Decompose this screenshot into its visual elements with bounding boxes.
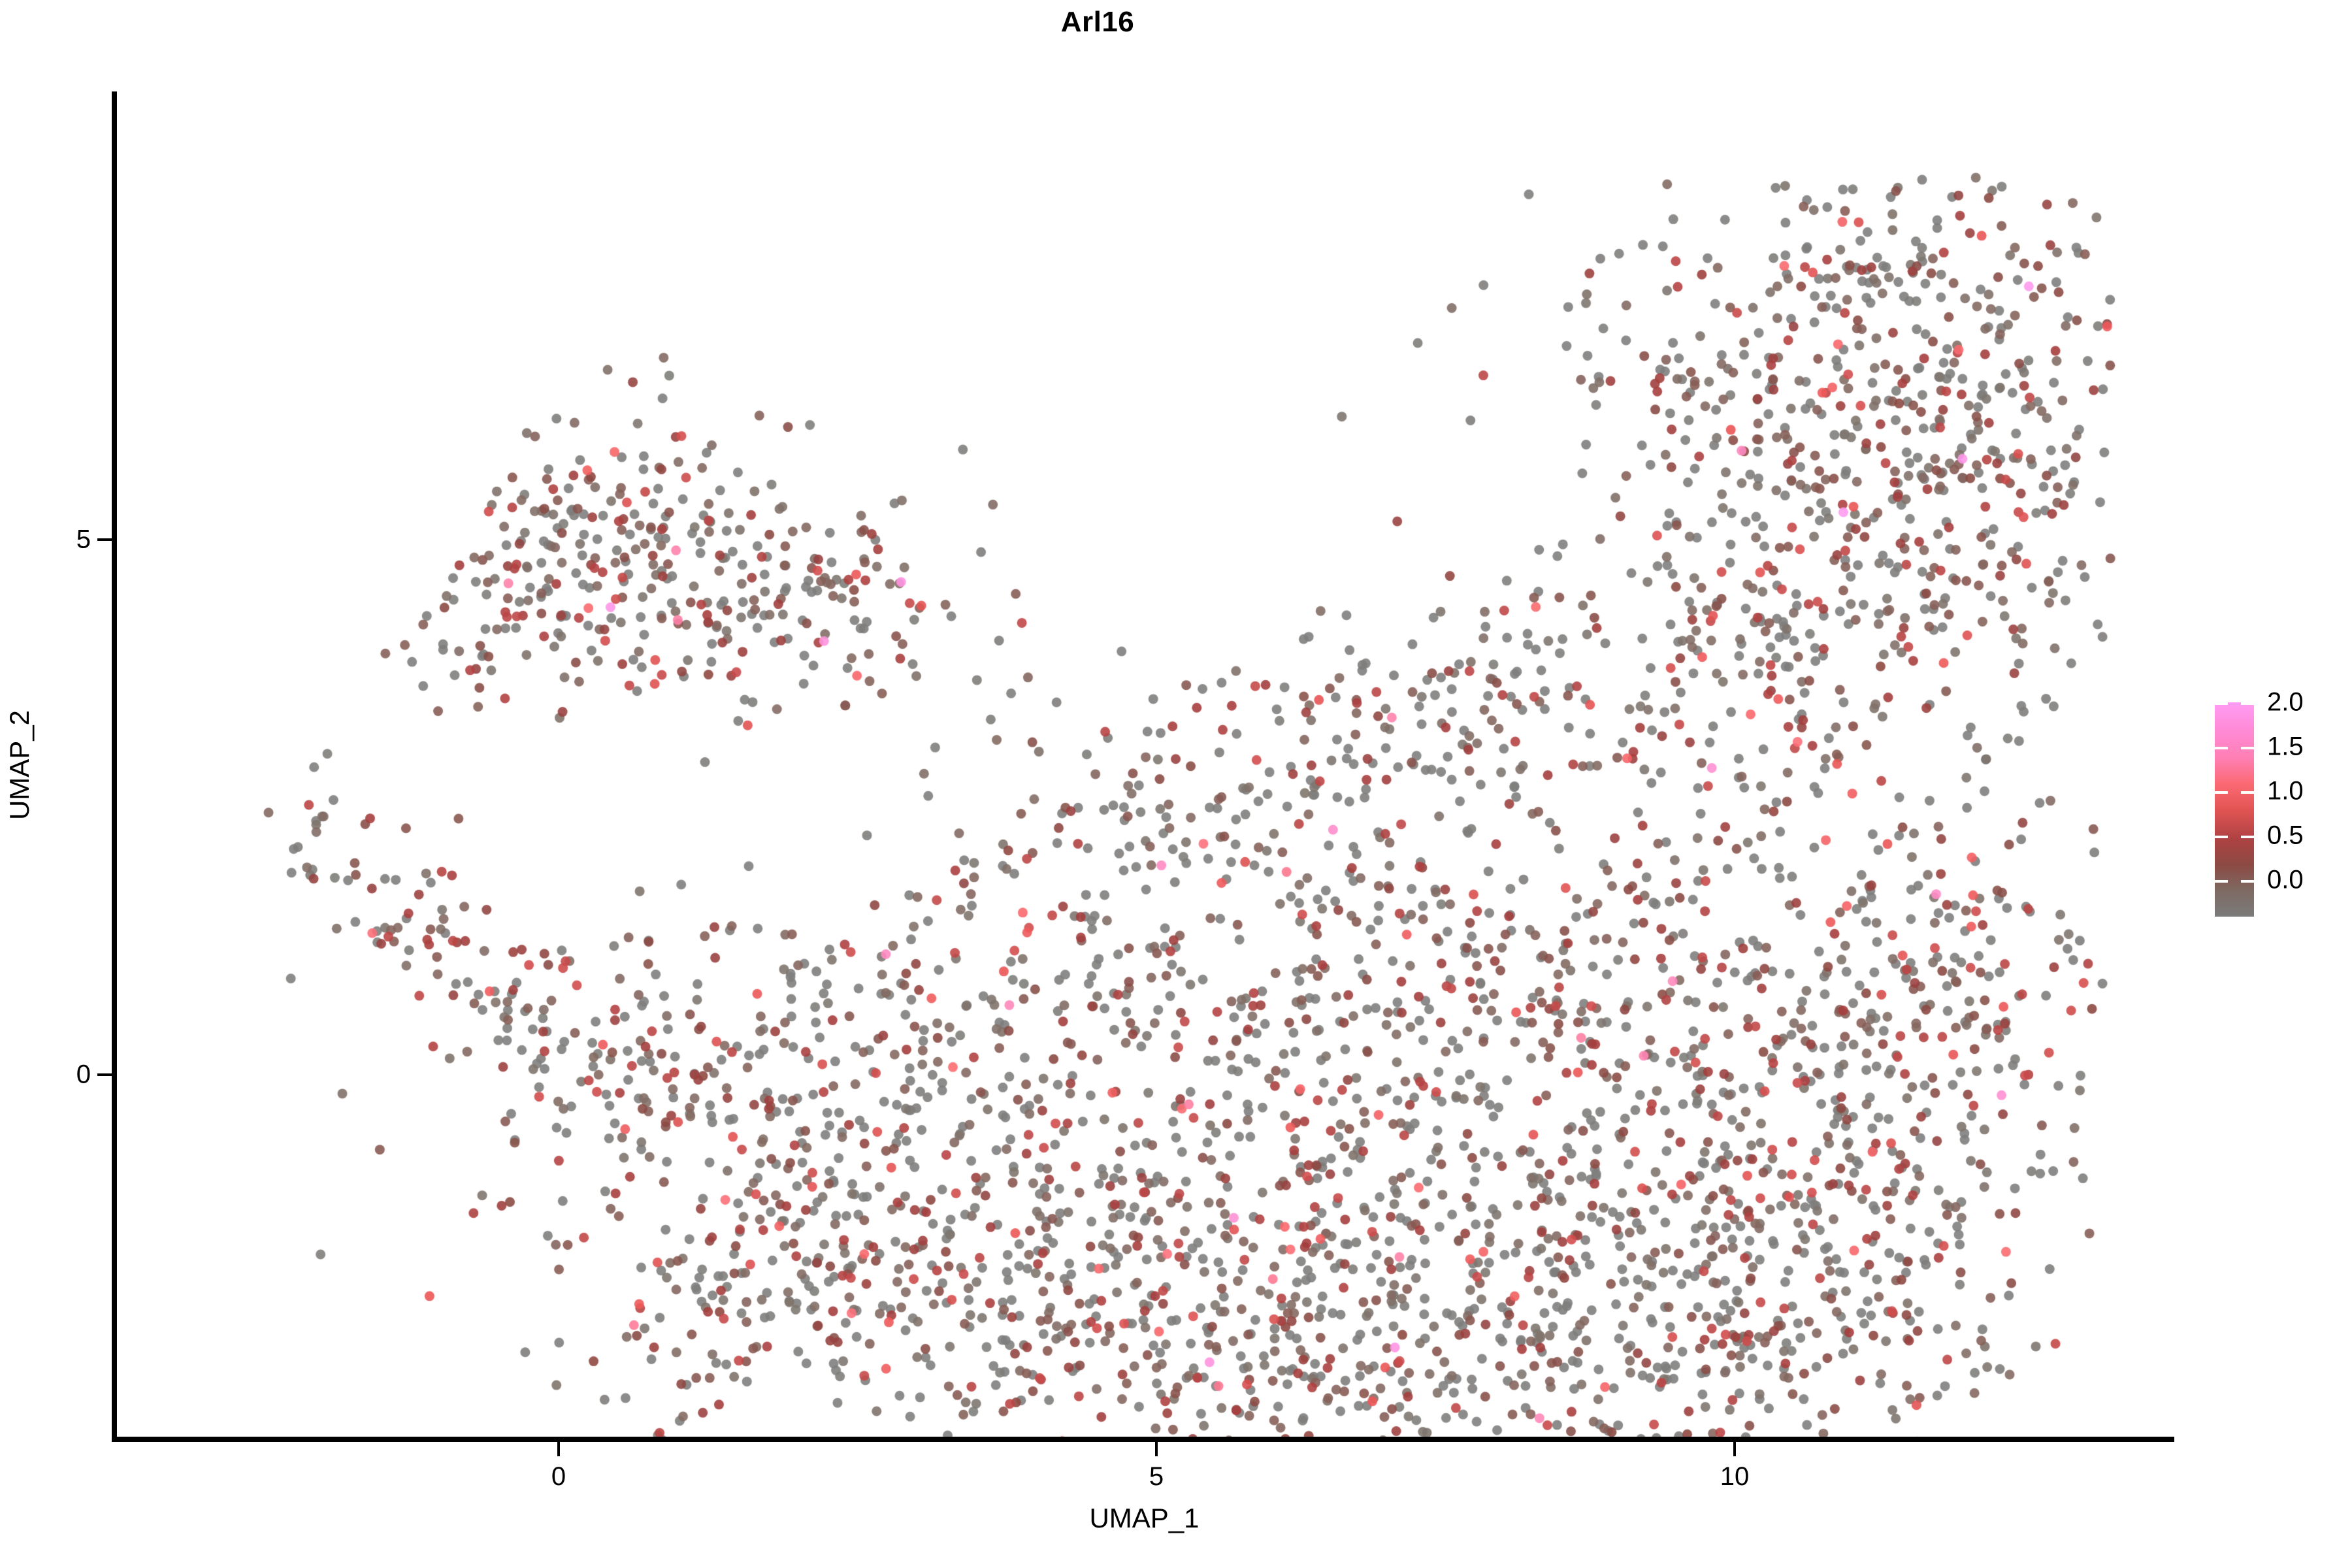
x-axis-line — [112, 1437, 2174, 1442]
y-tick-5 — [97, 538, 112, 541]
colorbar-tick-1-0-left — [2215, 791, 2228, 794]
y-ticklabel-5: 5 — [76, 525, 91, 554]
x-tick-5 — [1155, 1442, 1158, 1456]
y-axis-title: UMAP_2 — [4, 710, 35, 821]
page-title: Arl16 — [1060, 6, 1135, 38]
colorbar-tick-1-5-left — [2215, 747, 2228, 749]
colorbar-tick-1-5 — [2241, 747, 2254, 749]
colorbar-label-0-5: 0.5 — [2267, 821, 2304, 850]
y-axis-line — [112, 91, 117, 1442]
x-tick-0 — [557, 1442, 560, 1456]
x-axis-title: UMAP_1 — [1089, 1503, 1200, 1533]
x-tick-10 — [1733, 1442, 1736, 1456]
colorbar-tick-0-5 — [2241, 836, 2254, 838]
colorbar-label-0-0: 0.0 — [2267, 865, 2304, 894]
colorbar-label-1-0: 1.0 — [2267, 776, 2304, 806]
y-tick-0 — [97, 1073, 112, 1076]
x-ticklabel-0: 0 — [551, 1462, 566, 1491]
y-ticklabel-0: 0 — [76, 1060, 91, 1089]
x-ticklabel-10: 10 — [1720, 1462, 1750, 1491]
colorbar-label-2-0: 2.0 — [2267, 687, 2304, 717]
colorbar-tick-1-0 — [2241, 791, 2254, 794]
colorbar-label-1-5: 1.5 — [2267, 732, 2304, 761]
colorbar-tick-2-0 — [2241, 702, 2254, 705]
colorbar-gradient — [2215, 702, 2254, 917]
colorbar-tick-0-0 — [2241, 880, 2254, 883]
colorbar-tick-2-0-left — [2215, 702, 2228, 705]
colorbar-legend: 2.0 1.5 1.0 0.5 0.0 — [2215, 666, 2345, 928]
x-ticklabel-5: 5 — [1149, 1462, 1164, 1491]
colorbar-tick-0-5-left — [2215, 836, 2228, 838]
scatter-points-canvas — [114, 91, 2174, 1439]
colorbar-tick-0-0-left — [2215, 880, 2228, 883]
scatter-layer — [114, 91, 2174, 1439]
